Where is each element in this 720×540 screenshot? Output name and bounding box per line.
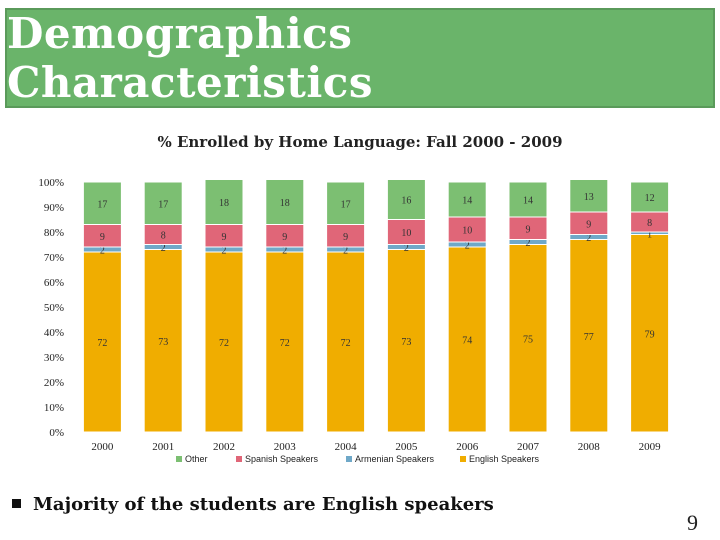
- data-label: 2: [343, 246, 348, 257]
- data-label: 9: [100, 232, 105, 243]
- y-tick-label: 80%: [44, 227, 64, 239]
- bar-segment: [326, 181, 366, 225]
- y-tick-label: 70%: [44, 252, 64, 264]
- legend-label: Spanish Speakers: [245, 454, 319, 464]
- data-label: 9: [282, 232, 287, 243]
- data-label: 2: [222, 246, 227, 257]
- data-label: 17: [341, 199, 351, 210]
- legend-swatch: [346, 456, 352, 462]
- bar-segment: [508, 181, 548, 218]
- data-label: 9: [526, 224, 531, 235]
- y-tick-label: 90%: [44, 202, 64, 214]
- data-label: 9: [343, 232, 348, 243]
- bar-segment: [569, 179, 609, 213]
- data-label: 18: [280, 198, 290, 209]
- data-label: 9: [222, 232, 227, 243]
- bar-segment: [630, 234, 670, 433]
- x-tick-label: 2005: [395, 441, 418, 453]
- bullet-point: Majority of the students are English spe…: [12, 494, 494, 515]
- x-tick-label: 2003: [274, 441, 297, 453]
- bar-segment: [508, 244, 548, 433]
- data-label: 10: [462, 226, 472, 237]
- y-tick-label: 20%: [44, 377, 64, 389]
- data-label: 12: [645, 193, 655, 204]
- legend-swatch: [236, 456, 242, 462]
- y-tick-label: 50%: [44, 302, 64, 314]
- x-tick-label: 2008: [578, 441, 601, 453]
- bar-segment: [386, 219, 426, 245]
- x-tick-label: 2000: [91, 441, 114, 453]
- data-label: 8: [161, 231, 166, 242]
- bar-segment: [569, 239, 609, 433]
- data-label: 16: [401, 196, 411, 207]
- bar-segment: [386, 249, 426, 433]
- x-tick-label: 2001: [152, 441, 174, 453]
- y-tick-label: 40%: [44, 327, 64, 339]
- bar-segment: [143, 181, 183, 225]
- x-tick-label: 2006: [456, 441, 479, 453]
- data-label: 10: [401, 228, 411, 239]
- y-tick-label: 10%: [44, 402, 64, 414]
- bar-segment: [326, 251, 366, 433]
- data-label: 74: [462, 336, 472, 347]
- data-label: 72: [219, 338, 229, 349]
- data-label: 17: [158, 199, 168, 210]
- page-number: 9: [687, 510, 698, 535]
- data-label: 2: [100, 246, 105, 257]
- bar-segment: [265, 179, 305, 225]
- data-label: 13: [584, 192, 594, 203]
- data-label: 72: [341, 338, 351, 349]
- data-label: 18: [219, 198, 229, 209]
- data-label: 14: [462, 196, 472, 207]
- data-label: 1: [647, 229, 652, 240]
- x-tick-label: 2004: [335, 441, 358, 453]
- data-label: 72: [97, 338, 107, 349]
- bar-segment: [630, 181, 670, 213]
- data-label: 2: [161, 243, 166, 254]
- bar-segment: [447, 181, 487, 218]
- data-label: 2: [404, 243, 409, 254]
- data-label: 2: [526, 238, 531, 249]
- stacked-bar-chart: 0%10%20%30%40%50%60%70%80%90%100%7229172…: [38, 177, 670, 464]
- legend-swatch: [460, 456, 466, 462]
- title-banner: Demographics Characteristics: [5, 8, 715, 108]
- x-tick-label: 2007: [517, 441, 540, 453]
- bar-segment: [82, 181, 122, 225]
- data-label: 75: [523, 334, 533, 345]
- x-tick-label: 2009: [639, 441, 662, 453]
- data-label: 9: [586, 219, 591, 230]
- y-tick-label: 30%: [44, 352, 64, 364]
- bullet-text: Majority of the students are English spe…: [33, 494, 494, 515]
- y-tick-label: 0%: [49, 427, 64, 439]
- bar-segment: [204, 251, 244, 433]
- x-tick-label: 2002: [213, 441, 235, 453]
- legend-label: English Speakers: [469, 454, 540, 464]
- chart-title: % Enrolled by Home Language: Fall 2000 -…: [157, 133, 563, 151]
- bar-segment: [447, 246, 487, 433]
- bar-segment: [204, 179, 244, 225]
- data-label: 72: [280, 338, 290, 349]
- legend-swatch: [176, 456, 182, 462]
- data-label: 73: [158, 337, 168, 348]
- legend-label: Other: [185, 454, 208, 464]
- bar-segment: [386, 179, 426, 220]
- data-label: 2: [465, 241, 470, 252]
- data-label: 8: [647, 218, 652, 229]
- data-label: 2: [586, 233, 591, 244]
- slide-title: Demographics Characteristics: [7, 9, 374, 107]
- bar-segment: [82, 251, 122, 433]
- data-label: 77: [584, 332, 594, 343]
- data-label: 17: [97, 199, 107, 210]
- bullet-square-icon: [12, 498, 21, 508]
- legend-label: Armenian Speakers: [355, 454, 435, 464]
- data-label: 14: [523, 196, 533, 207]
- y-tick-label: 60%: [44, 277, 64, 289]
- data-label: 2: [282, 246, 287, 257]
- data-label: 79: [645, 329, 655, 340]
- data-label: 73: [401, 337, 411, 348]
- y-tick-label: 100%: [38, 177, 64, 189]
